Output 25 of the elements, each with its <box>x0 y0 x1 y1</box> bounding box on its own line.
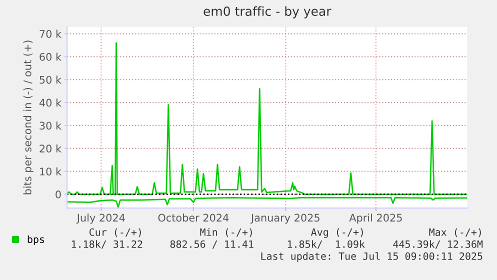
text: 882.56 / 11.41 <box>170 240 254 249</box>
y-tick-label: 40 k <box>39 98 62 107</box>
text: Max (-/+) <box>429 228 481 238</box>
legend-label: bps <box>28 235 44 245</box>
x-tick-label: July 2024 <box>76 214 125 224</box>
x-tick-label: January 2025 <box>250 214 320 224</box>
x-tick-label: October 2024 <box>158 214 229 222</box>
y-axis-title: bits per second in (-) / out (+) <box>23 40 34 194</box>
text: Cur (-/+) <box>89 228 141 238</box>
line-series <box>67 42 468 195</box>
y-tick-label: 70 k <box>40 30 62 38</box>
y-tick-label: 20 k <box>40 144 62 153</box>
y-tick-label: 50 k <box>40 76 62 84</box>
text: Last update: Tue Jul 15 09:00:11 2025 <box>261 252 482 262</box>
text: 1.85k/ 1.09k <box>288 240 365 249</box>
y-tick-label: 10 k <box>40 167 62 176</box>
text: 445.39k/ 12.36M <box>393 240 483 249</box>
x-tick-label: April 2025 <box>349 214 402 224</box>
text: Avg (-/+) <box>311 228 363 238</box>
chart-title: em0 traffic - by year <box>204 6 332 18</box>
y-tick-label: 60 k <box>40 52 62 61</box>
text: 1.18k/ 31.22 <box>72 240 142 249</box>
y-tick-label: 0 <box>56 190 61 198</box>
y-tick-label: 30 k <box>40 122 62 130</box>
text: Min (-/+) <box>200 228 252 238</box>
